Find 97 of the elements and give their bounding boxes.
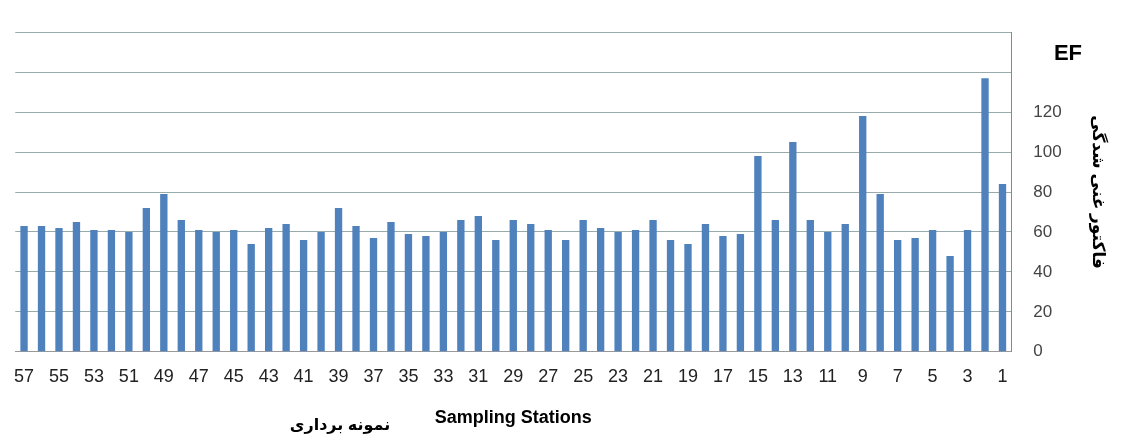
text: EF [1053,40,1083,66]
y-tick-label: 80 [1033,181,1053,201]
x-tick-label: 57 [14,365,35,386]
bar [20,225,28,352]
bar [754,156,762,352]
y-tick-label: 60 [1033,221,1053,241]
bar [771,219,780,352]
x-tick-label: 3 [962,365,973,386]
bar [544,229,552,352]
x-tick-label: 1 [997,365,1008,386]
x-tick-label: 7 [892,365,903,386]
bar [649,219,657,352]
x-tick-label: 33 [433,365,454,386]
bar [37,225,46,352]
bar [806,219,814,352]
bar [614,231,622,352]
y-tick-label: 100 [1033,141,1062,161]
bar [142,207,151,352]
bar [55,227,63,352]
x-tick-label: 19 [677,365,699,386]
x-tick-label: 39 [328,365,349,386]
bar [492,239,500,352]
bar [562,239,570,352]
y-tick-label: 40 [1033,261,1053,281]
bar [527,223,535,352]
x-axis-title: Sampling Stations [434,407,592,428]
bar [928,229,937,352]
x-tick-label: 45 [223,365,244,386]
bar [352,225,360,352]
bar [719,235,727,352]
bar [736,233,745,352]
x-tick-label: 55 [48,365,70,386]
bar [824,231,832,352]
y-tick-label: 120 [1033,101,1062,121]
x-tick-label: 31 [468,365,489,386]
x-tick-label: 41 [293,365,314,386]
y-axis-title: فاکتور غنی شدگی [1088,115,1110,269]
bar [631,229,640,352]
x-tick-label: 17 [712,365,733,386]
bar [439,231,448,352]
bar [946,255,954,352]
bar [859,116,867,352]
x-tick-label: 23 [608,365,629,386]
bar [911,237,919,352]
x-tick-label: 25 [573,365,594,386]
x-tick-label: 13 [782,365,803,386]
bar [894,239,902,352]
x-tick-label: 43 [258,365,279,386]
bar [876,194,884,352]
bar [981,78,989,352]
x-tick-label: 5 [927,365,938,386]
x-tick-label: 37 [363,365,384,386]
bar [422,235,430,352]
bar [369,237,378,352]
x-tick-label: 29 [503,365,524,386]
bar [230,229,238,352]
bar [317,231,325,352]
bar [90,229,98,352]
bar [509,219,517,352]
x-tick-label: 47 [188,365,209,386]
bar [789,142,797,352]
bar [264,227,273,352]
bar [299,239,308,352]
bar [404,233,413,352]
bar [247,243,255,352]
bar [72,221,81,352]
x-tick-label: 27 [538,365,559,386]
bar [212,231,220,352]
bar [474,215,482,352]
bar [457,219,465,352]
bar [596,227,605,352]
bar [963,229,972,352]
bar [666,239,675,352]
bar [107,229,116,352]
x-tick-label: 53 [83,365,104,386]
bar [998,184,1007,352]
x-tick-label: 9 [857,365,868,386]
bar [195,229,203,352]
y-tick-label: 0 [1033,341,1043,361]
x-tick-label: 51 [118,365,139,386]
bar [177,219,185,352]
text: نمونه برداری [289,416,391,435]
bar [684,243,692,352]
bar [125,231,133,352]
x-tick-label: 35 [398,365,419,386]
bar [579,219,587,352]
x-tick-label: 15 [747,365,768,386]
bar [160,194,168,352]
bar [282,223,290,352]
y-tick-label: 20 [1033,301,1053,321]
bar [841,223,849,352]
bar [334,207,343,352]
bar [387,221,395,352]
x-tick-label: 21 [643,365,664,386]
bar [701,223,710,352]
x-tick-label: 11 [818,365,838,386]
x-tick-label: 49 [153,365,174,386]
